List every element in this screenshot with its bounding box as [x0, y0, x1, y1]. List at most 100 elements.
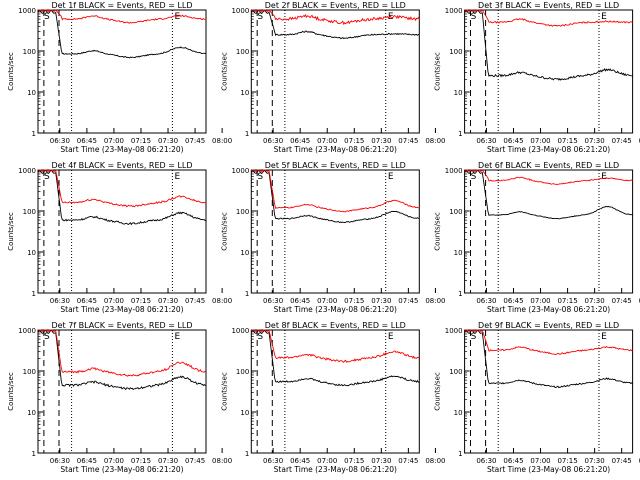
- y-tick-label: 100: [449, 368, 462, 376]
- y-tick-label: 1000: [445, 7, 463, 15]
- x-tick-label: 07:15: [344, 297, 364, 305]
- y-tick-label: 1000: [18, 327, 36, 335]
- marker-e-label: E: [388, 332, 394, 342]
- panel-det-1f: Det 1f BLACK = Events, RED = LLD 1 10 100 10…: [7, 1, 232, 154]
- panel-title: Det 1f BLACK = Events, RED = LLD: [51, 1, 192, 10]
- panel-det-3f: Det 3f BLACK = Events, RED = LLD 1 10 100 10…: [434, 1, 640, 154]
- marker-s-label: S: [257, 12, 263, 22]
- y-tick-label: 10: [27, 89, 36, 97]
- x-tick-label: 07:15: [557, 457, 577, 465]
- x-tick-label: 07:30: [158, 457, 178, 465]
- x-tick-label: 08:00: [212, 137, 232, 145]
- marker-e-label: E: [601, 172, 607, 182]
- panel-title: Det 9f BLACK = Events, RED = LLD: [478, 321, 619, 330]
- lld-series-line: [38, 9, 206, 24]
- x-tick-label: 07:30: [585, 457, 605, 465]
- x-tick-label: 06:30: [263, 457, 283, 465]
- x-axis-label: Start Time (23-May-08 06:21:20): [60, 305, 183, 314]
- lld-series-line: [251, 169, 420, 213]
- x-tick-label: 07:45: [185, 297, 205, 305]
- x-tick-label: 07:45: [612, 457, 632, 465]
- lld-series-line: [464, 329, 633, 355]
- y-tick-label: 1000: [445, 167, 463, 175]
- y-tick-label: 1: [32, 450, 36, 458]
- x-tick-label: 06:30: [50, 297, 70, 305]
- lld-series-line: [38, 329, 207, 377]
- events-series-line: [250, 329, 420, 387]
- marker-s-label: S: [471, 172, 477, 182]
- x-tick-label: 07:00: [104, 137, 124, 145]
- x-tick-label: 07:00: [317, 137, 337, 145]
- y-tick-label: 1: [458, 130, 462, 138]
- y-axis-label: Counts/sec: [434, 52, 442, 91]
- x-tick-label: 07:15: [557, 297, 577, 305]
- lld-series-line: [251, 329, 420, 364]
- x-axis-label: Start Time (23-May-08 06:21:20): [487, 465, 610, 474]
- x-tick-label: 06:30: [50, 457, 70, 465]
- x-tick-label: 06:45: [503, 457, 523, 465]
- plot-frame: [37, 329, 207, 454]
- x-tick-label: 06:45: [503, 297, 523, 305]
- events-series-line: [464, 169, 633, 220]
- x-tick-label: 07:30: [371, 137, 391, 145]
- events-series-line: [464, 9, 633, 81]
- x-axis-label: Start Time (23-May-08 06:21:20): [60, 145, 183, 154]
- panel-det-9f: Det 9f BLACK = Events, RED = LLD 1 10 100 10…: [434, 321, 640, 474]
- marker-s-label: S: [471, 12, 477, 22]
- marker-e-label: E: [388, 172, 394, 182]
- x-tick-label: 07:15: [131, 137, 151, 145]
- y-axis-label: Counts/sec: [434, 212, 442, 251]
- x-tick-label: 06:45: [77, 137, 97, 145]
- y-tick-label: 10: [27, 249, 36, 257]
- x-tick-label: 07:45: [612, 297, 632, 305]
- x-tick-label: 06:30: [476, 457, 496, 465]
- panel-det-2f: Det 2f BLACK = Events, RED = LLD 1 10 100 10…: [220, 1, 445, 154]
- y-axis-label: Counts/sec: [220, 372, 228, 411]
- y-tick-label: 100: [449, 208, 462, 216]
- marker-s-label: S: [44, 12, 50, 22]
- marker-e-label: E: [601, 12, 607, 22]
- x-axis-label: Start Time (23-May-08 06:21:20): [274, 305, 397, 314]
- x-tick-label: 07:15: [131, 297, 151, 305]
- x-tick-label: 07:00: [530, 297, 550, 305]
- plot-frame: [464, 169, 634, 294]
- y-tick-label: 10: [454, 409, 463, 417]
- y-tick-label: 100: [23, 368, 36, 376]
- marker-e-label: E: [175, 332, 181, 342]
- x-tick-label: 07:30: [371, 457, 391, 465]
- marker-s-label: S: [44, 172, 50, 182]
- events-series-line: [37, 329, 207, 391]
- x-tick-label: 07:45: [185, 457, 205, 465]
- y-tick-label: 100: [23, 208, 36, 216]
- x-axis-label: Start Time (23-May-08 06:21:20): [274, 145, 397, 154]
- panel-title: Det 5f BLACK = Events, RED = LLD: [265, 161, 406, 170]
- y-tick-label: 10: [240, 89, 249, 97]
- events-series-line: [37, 169, 207, 226]
- x-tick-label: 07:00: [317, 457, 337, 465]
- x-tick-label: 06:45: [290, 457, 310, 465]
- marker-s-label: S: [257, 332, 263, 342]
- y-tick-label: 1: [245, 290, 249, 298]
- y-tick-label: 100: [236, 208, 249, 216]
- x-tick-label: 07:00: [317, 297, 337, 305]
- x-axis-label: Start Time (23-May-08 06:21:20): [487, 145, 610, 154]
- y-tick-label: 10: [27, 409, 36, 417]
- y-axis-label: Counts/sec: [7, 372, 15, 411]
- x-tick-label: 07:30: [158, 297, 178, 305]
- x-tick-label: 06:45: [77, 457, 97, 465]
- x-tick-label: 07:00: [530, 137, 550, 145]
- x-axis-label: Start Time (23-May-08 06:21:20): [274, 465, 397, 474]
- plot-frame: [37, 9, 207, 134]
- x-tick-label: 06:30: [476, 137, 496, 145]
- plot-frame: [464, 9, 634, 134]
- lld-series-line: [464, 9, 633, 27]
- events-series-line: [250, 9, 420, 40]
- panel-title: Det 6f BLACK = Events, RED = LLD: [478, 161, 619, 170]
- x-tick-label: 07:15: [131, 457, 151, 465]
- y-tick-label: 100: [449, 48, 462, 56]
- x-tick-label: 06:30: [50, 137, 70, 145]
- x-tick-label: 07:45: [612, 137, 632, 145]
- x-tick-label: 07:15: [557, 137, 577, 145]
- x-tick-label: 07:15: [344, 137, 364, 145]
- y-axis-label: Counts/sec: [7, 212, 15, 251]
